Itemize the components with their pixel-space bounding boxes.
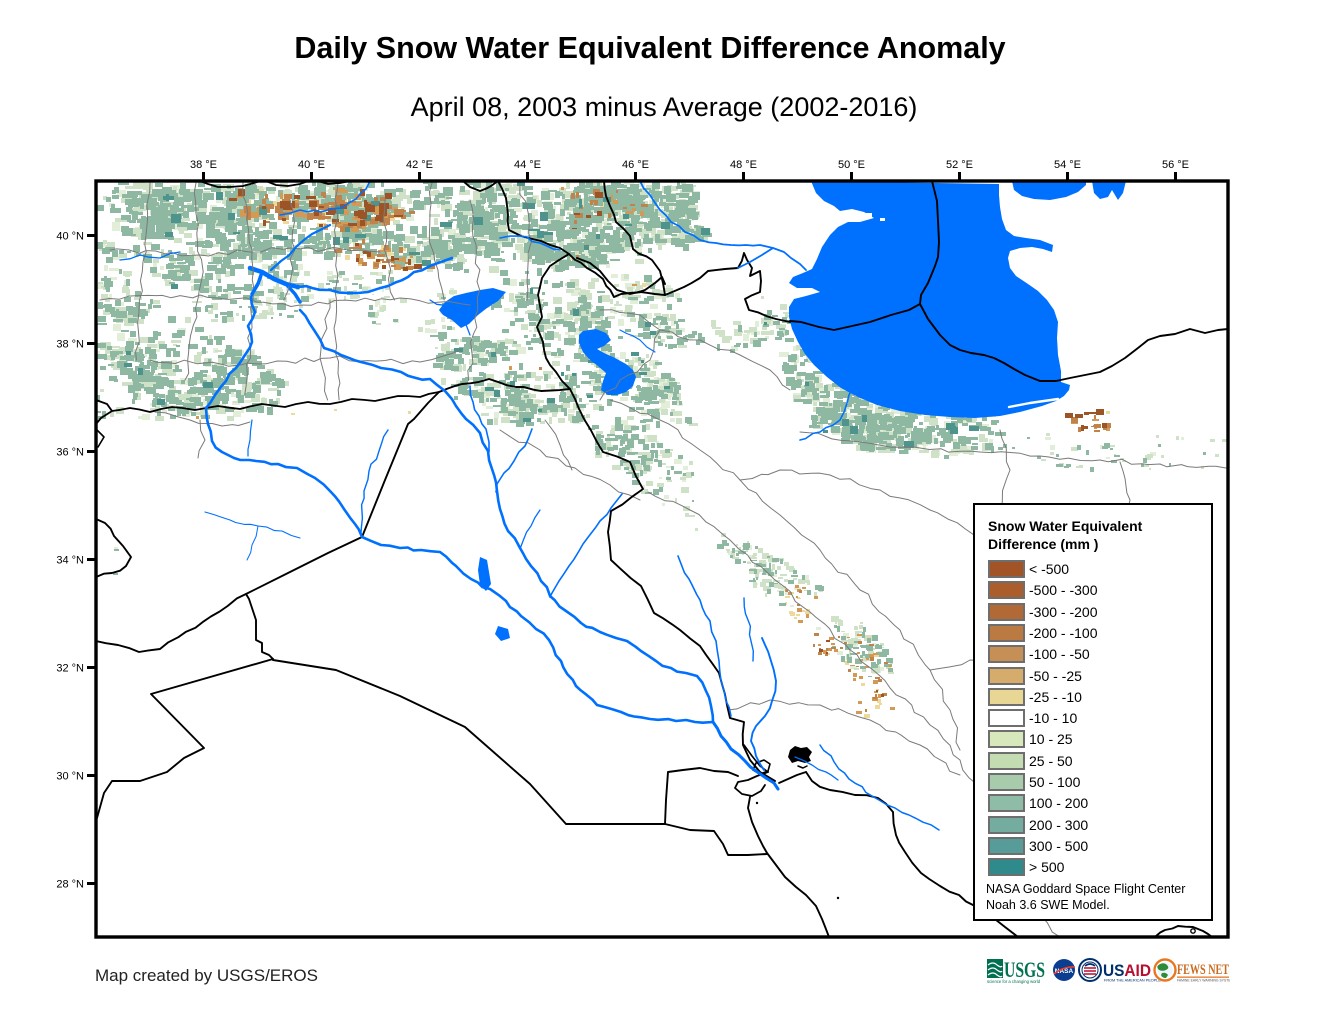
svg-text:56 °E: 56 °E [1162,159,1189,171]
svg-text:USAID: USAID [1103,962,1151,980]
svg-text:USGS: USGS [1004,957,1045,982]
svg-text:science for a changing world: science for a changing world [987,979,1041,984]
svg-text:44 °E: 44 °E [514,159,541,171]
svg-text:38 °E: 38 °E [190,159,217,171]
svg-text:40 °N: 40 °N [56,231,84,243]
svg-text:28 °N: 28 °N [56,879,84,891]
svg-text:52 °E: 52 °E [946,159,973,171]
svg-text:36 °N: 36 °N [56,447,84,459]
svg-text:54 °E: 54 °E [1054,159,1081,171]
svg-text:34 °N: 34 °N [56,555,84,567]
svg-text:FEWS NET: FEWS NET [1177,962,1229,978]
svg-text:40 °E: 40 °E [298,159,325,171]
svg-text:32 °N: 32 °N [56,663,84,675]
svg-text:50 °E: 50 °E [838,159,865,171]
svg-text:FAMINE EARLY WARNING SYSTEMS N: FAMINE EARLY WARNING SYSTEMS NETWORK [1177,979,1230,983]
svg-text:42 °E: 42 °E [406,159,433,171]
svg-text:48 °E: 48 °E [730,159,757,171]
svg-text:30 °N: 30 °N [56,771,84,783]
svg-text:38 °N: 38 °N [56,339,84,351]
svg-text:NASA: NASA [1055,968,1074,975]
svg-text:FROM THE AMERICAN PEOPLE: FROM THE AMERICAN PEOPLE [1104,979,1161,983]
svg-text:46 °E: 46 °E [622,159,649,171]
